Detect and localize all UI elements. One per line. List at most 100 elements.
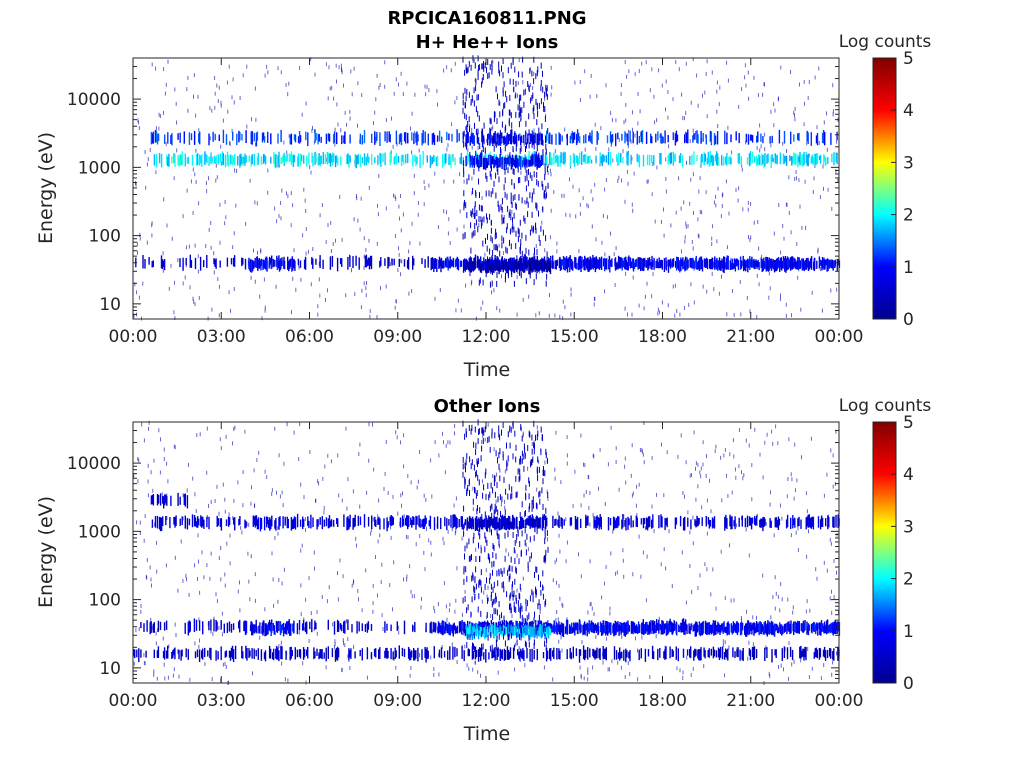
count-cell	[399, 216, 400, 221]
count-cell	[215, 592, 217, 597]
count-cell	[804, 101, 805, 106]
count-cell	[433, 134, 436, 145]
count-cell	[681, 92, 683, 97]
count-cell	[294, 517, 297, 530]
count-cell	[726, 60, 728, 65]
count-cell	[336, 518, 338, 525]
count-cell	[624, 464, 626, 469]
count-cell	[434, 171, 436, 176]
x-tick-label: 18:00	[638, 327, 687, 347]
count-cell	[561, 624, 564, 637]
count-cell	[577, 157, 580, 165]
count-cell	[300, 583, 302, 588]
count-cell	[251, 154, 253, 165]
count-cell	[327, 453, 329, 458]
count-cell	[525, 247, 527, 254]
count-cell	[531, 192, 533, 199]
count-cell	[356, 196, 358, 201]
count-cell	[488, 72, 490, 79]
count-cell	[776, 519, 778, 528]
count-cell	[418, 148, 420, 153]
count-cell	[697, 484, 699, 489]
count-cell	[711, 624, 713, 635]
count-cell	[474, 260, 477, 270]
count-cell	[384, 650, 386, 659]
count-cell	[773, 533, 775, 538]
count-cell	[504, 650, 507, 660]
count-cell	[565, 619, 568, 634]
count-cell	[513, 280, 515, 287]
count-cell	[197, 516, 199, 528]
count-cell	[145, 185, 147, 190]
count-cell	[494, 646, 496, 661]
count-cell	[545, 647, 548, 662]
count-cell	[562, 623, 565, 638]
count-cell	[458, 133, 460, 142]
count-cell	[352, 518, 354, 530]
count-cell	[224, 661, 226, 666]
count-cell	[609, 131, 612, 143]
colorbar-tick-label: 4	[903, 101, 914, 121]
count-cell	[437, 102, 438, 107]
count-cell	[718, 102, 720, 107]
count-cell	[293, 430, 295, 435]
count-cell	[535, 222, 537, 229]
count-cell	[190, 133, 193, 141]
count-cell	[281, 623, 284, 631]
count-cell	[730, 157, 732, 165]
count-cell	[516, 588, 518, 593]
count-cell	[756, 155, 758, 167]
count-cell	[216, 175, 218, 180]
count-cell	[727, 493, 729, 498]
count-cell	[146, 558, 148, 562]
count-cell	[770, 520, 772, 528]
count-cell	[528, 294, 530, 299]
count-cell	[799, 646, 801, 659]
count-cell	[299, 422, 301, 426]
count-cell	[757, 220, 759, 224]
count-cell	[503, 648, 506, 661]
count-cell	[831, 206, 833, 211]
count-cell	[278, 644, 280, 648]
count-cell	[706, 567, 708, 572]
count-cell	[290, 133, 293, 145]
count-cell	[485, 172, 487, 179]
count-cell	[478, 65, 480, 71]
count-cell	[415, 542, 417, 547]
count-cell	[146, 620, 148, 632]
count-cell	[503, 260, 505, 270]
count-cell	[692, 135, 694, 143]
count-cell	[153, 669, 155, 674]
count-cell	[413, 594, 415, 599]
count-cell	[379, 260, 381, 268]
count-cell	[507, 269, 509, 276]
count-cell	[674, 153, 677, 162]
count-cell	[525, 120, 527, 127]
count-cell	[738, 464, 740, 469]
count-cell	[499, 154, 501, 168]
count-cell	[553, 152, 555, 165]
count-cell	[456, 625, 459, 634]
count-cell	[713, 516, 716, 529]
count-cell	[459, 260, 462, 268]
count-cell	[270, 519, 272, 530]
count-cell	[410, 517, 412, 526]
count-cell	[823, 663, 825, 668]
count-cell	[535, 260, 537, 268]
count-cell	[518, 155, 521, 167]
count-cell	[638, 649, 640, 661]
count-cell	[413, 517, 415, 525]
count-cell	[700, 466, 702, 471]
count-cell	[726, 255, 728, 270]
count-cell	[535, 73, 537, 80]
count-cell	[657, 648, 659, 661]
count-cell	[333, 131, 336, 143]
count-cell	[471, 232, 473, 239]
count-cell	[689, 155, 691, 165]
count-cell	[199, 638, 200, 643]
count-cell	[531, 135, 533, 142]
count-cell	[510, 129, 512, 136]
count-cell	[756, 615, 757, 620]
x-tick-label: 21:00	[726, 327, 775, 347]
count-cell	[163, 662, 165, 667]
